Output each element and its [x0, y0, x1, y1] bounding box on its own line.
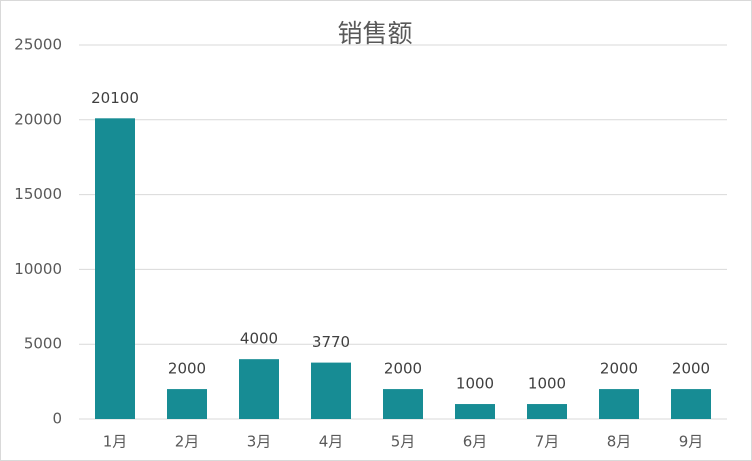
x-tick-label: 3月 [247, 433, 272, 451]
x-tick-label: 5月 [391, 433, 416, 451]
x-tick-label: 8月 [607, 433, 632, 451]
y-tick-label: 0 [52, 410, 62, 428]
data-label: 2000 [600, 360, 638, 378]
chart-title: 销售额 [337, 19, 412, 48]
bar [95, 118, 135, 419]
data-label: 4000 [240, 330, 278, 348]
y-tick-label: 15000 [14, 185, 62, 203]
y-tick-label: 25000 [14, 36, 62, 54]
bar [239, 359, 279, 419]
data-label: 3770 [312, 333, 350, 351]
data-label: 1000 [456, 375, 494, 393]
y-tick-label: 5000 [24, 335, 62, 353]
x-tick-label: 6月 [463, 433, 488, 451]
x-tick-label: 2月 [175, 433, 200, 451]
bar [671, 389, 711, 419]
x-tick-label: 9月 [679, 433, 704, 451]
data-label: 2000 [672, 360, 710, 378]
bar [599, 389, 639, 419]
x-tick-label: 1月 [103, 433, 128, 451]
x-tick-label: 7月 [535, 433, 560, 451]
bar [311, 362, 351, 419]
bar [527, 404, 567, 419]
data-label: 1000 [528, 375, 566, 393]
bar [383, 389, 423, 419]
bar [455, 404, 495, 419]
y-tick-label: 10000 [14, 260, 62, 278]
x-tick-label: 4月 [319, 433, 344, 451]
data-label: 2000 [168, 360, 206, 378]
data-label: 20100 [91, 89, 139, 107]
bar [167, 389, 207, 419]
y-tick-label: 20000 [14, 110, 62, 128]
data-label: 2000 [384, 360, 422, 378]
